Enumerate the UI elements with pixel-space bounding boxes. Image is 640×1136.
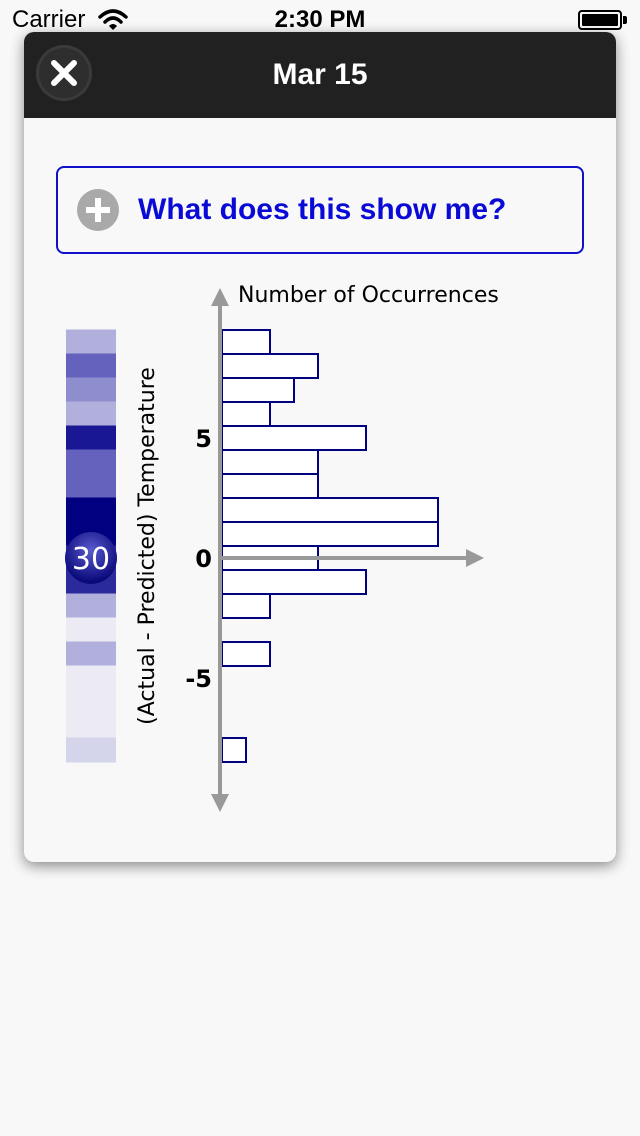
- close-button[interactable]: [36, 45, 92, 101]
- help-label: What does this show me?: [138, 193, 507, 226]
- wifi-icon: [98, 9, 128, 30]
- forecast-detail-card: Mar 15 What does this show me?: [24, 32, 616, 862]
- battery-icon: [578, 10, 628, 32]
- plus-circle-icon[interactable]: [76, 188, 120, 232]
- page-title: Mar 15: [272, 58, 368, 91]
- card-header: Mar 15: [24, 32, 616, 118]
- status-time: 2:30 PM: [274, 6, 366, 33]
- what-does-this-show-button[interactable]: What does this show me?: [56, 166, 584, 254]
- status-bar: Carrier 2:30 PM: [0, 0, 640, 40]
- close-icon[interactable]: [36, 45, 92, 101]
- carrier-label: Carrier: [12, 6, 86, 33]
